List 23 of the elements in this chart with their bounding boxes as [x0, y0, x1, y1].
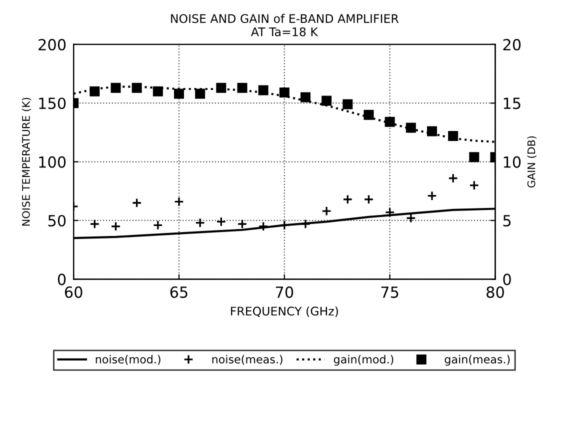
y-tick-label: 0	[58, 274, 66, 286]
legend-label: noise(mod.)	[96, 354, 160, 365]
x-tick-label: 75	[381, 286, 398, 298]
x-tick-label: 70	[276, 286, 294, 298]
y2-tick-label: 15	[504, 98, 520, 110]
y-tick-label: 150	[39, 98, 66, 110]
legend-label: gain(meas.)	[444, 354, 510, 366]
legend-label: gain(mod.)	[334, 354, 394, 366]
x-tick-label: 60	[64, 286, 82, 298]
y-tick-label: 100	[39, 156, 66, 168]
y2-tick-label: 20	[503, 38, 521, 50]
y2-axis-title: GAIN (DB)	[527, 136, 536, 188]
y-tick-label: 200	[38, 38, 66, 50]
y-axis-title: NOISE TEMPERATURE (K)	[22, 98, 32, 226]
y2-tick-label: 0	[503, 274, 511, 286]
x-axis-title: FREQUENCY (GHz)	[231, 306, 338, 317]
legend-label: noise(meas.)	[212, 354, 282, 365]
y2-tick-label: 5	[503, 215, 511, 227]
chart-title: NOISE AND GAIN of E-BAND AMPLIFIER AT Ta=18 K	[171, 14, 399, 36]
x-tick-label: 80	[486, 286, 504, 298]
y-tick-label: 50	[48, 214, 66, 227]
y2-tick-label: 10	[504, 156, 521, 168]
x-tick-label: 65	[170, 286, 188, 298]
